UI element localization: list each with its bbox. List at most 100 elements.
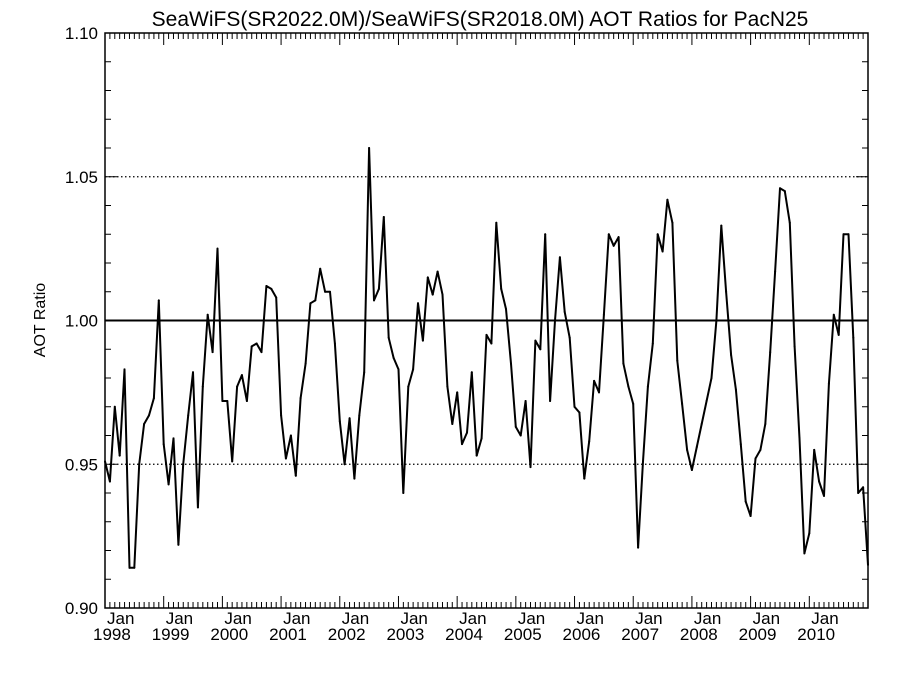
data-point [250,345,253,348]
x-tick-year-label: 2000 [210,625,248,644]
data-point [133,566,136,569]
data-point [402,492,405,494]
data-point [309,302,312,305]
data-point [705,400,708,402]
x-tick-month-label: Jan [577,609,604,628]
data-point [676,359,679,362]
data-point [407,385,410,388]
data-point [353,477,356,480]
data-point [695,446,698,448]
data-point [793,345,796,348]
data-point [583,477,586,480]
x-tick-year-label: 2003 [386,625,424,644]
data-point [715,319,718,322]
data-point [725,290,728,293]
data-point [505,308,507,310]
data-point [167,483,170,486]
data-point [495,221,498,224]
data-point [451,423,454,425]
data-point [764,423,767,425]
data-point [857,492,860,494]
data-point [803,552,806,555]
data-point [128,566,131,569]
data-point [392,356,395,359]
data-point [690,469,693,471]
data-point [231,460,234,463]
x-tick-year-label: 2002 [328,625,366,644]
data-point [646,385,649,388]
data-point [744,500,747,503]
x-tick-year-label: 2006 [563,625,601,644]
data-point [485,333,488,336]
data-point [299,397,302,400]
data-point [808,532,811,535]
data-point [510,362,512,365]
x-tick-month-label: Jan [753,609,780,628]
series-line [104,147,869,569]
data-point [470,371,473,374]
data-point [598,391,600,394]
data-point [260,351,263,354]
data-point [642,460,644,463]
data-point [387,336,390,339]
data-point [671,221,674,224]
data-point [265,285,268,287]
data-point [710,377,713,379]
data-point [436,270,439,273]
chart-title: SeaWiFS(SR2022.0M)/SeaWiFS(SR2018.0M) AO… [152,8,809,31]
data-point [651,342,654,345]
x-tick-year-label: 2008 [680,625,718,644]
data-point [700,423,703,425]
data-point [534,339,537,342]
y-tick-label: 1.10 [65,24,98,43]
data-point [123,368,126,371]
data-point [632,402,635,405]
data-point [329,290,331,293]
data-point [514,425,517,428]
data-point [426,276,429,279]
data-point [373,299,375,302]
data-point [240,374,243,377]
data-point [529,466,532,469]
x-tick-month-label: Jan [694,609,721,628]
data-point [774,270,777,273]
x-tick-month-label: Jan [518,609,545,628]
data-point [226,400,229,402]
data-point [602,313,605,316]
data-point [637,546,640,549]
data-point [187,414,190,417]
x-tick-month-label: Jan [224,609,251,628]
data-point [666,198,669,201]
data-point [172,437,175,440]
data-point [289,434,292,437]
data-point [837,333,840,336]
data-point [500,287,503,290]
data-point [118,454,121,457]
data-point [192,371,194,374]
data-point [754,457,757,460]
data-point [177,543,180,546]
data-point [779,187,781,190]
data-point [734,388,737,391]
data-point [152,397,155,400]
x-tick-month-label: Jan [811,609,838,628]
data-point [862,486,865,489]
data-point [749,515,752,517]
data-point [554,319,556,322]
data-point [622,362,625,365]
data-point [588,440,591,443]
data-point [539,348,542,351]
data-point [338,420,341,423]
plot-frame [104,32,869,609]
data-point [157,299,160,302]
data-point [108,480,111,483]
data-point [270,287,273,290]
y-tick-labels: 0.90 0.95 1.00 1.05 1.10 [65,24,98,618]
data-point [333,342,336,345]
data-point [304,362,307,365]
data-point [617,236,620,239]
x-tick-year-label: 2009 [739,625,777,644]
data-point [206,313,209,316]
data-point [196,506,199,509]
data-point [216,247,219,250]
